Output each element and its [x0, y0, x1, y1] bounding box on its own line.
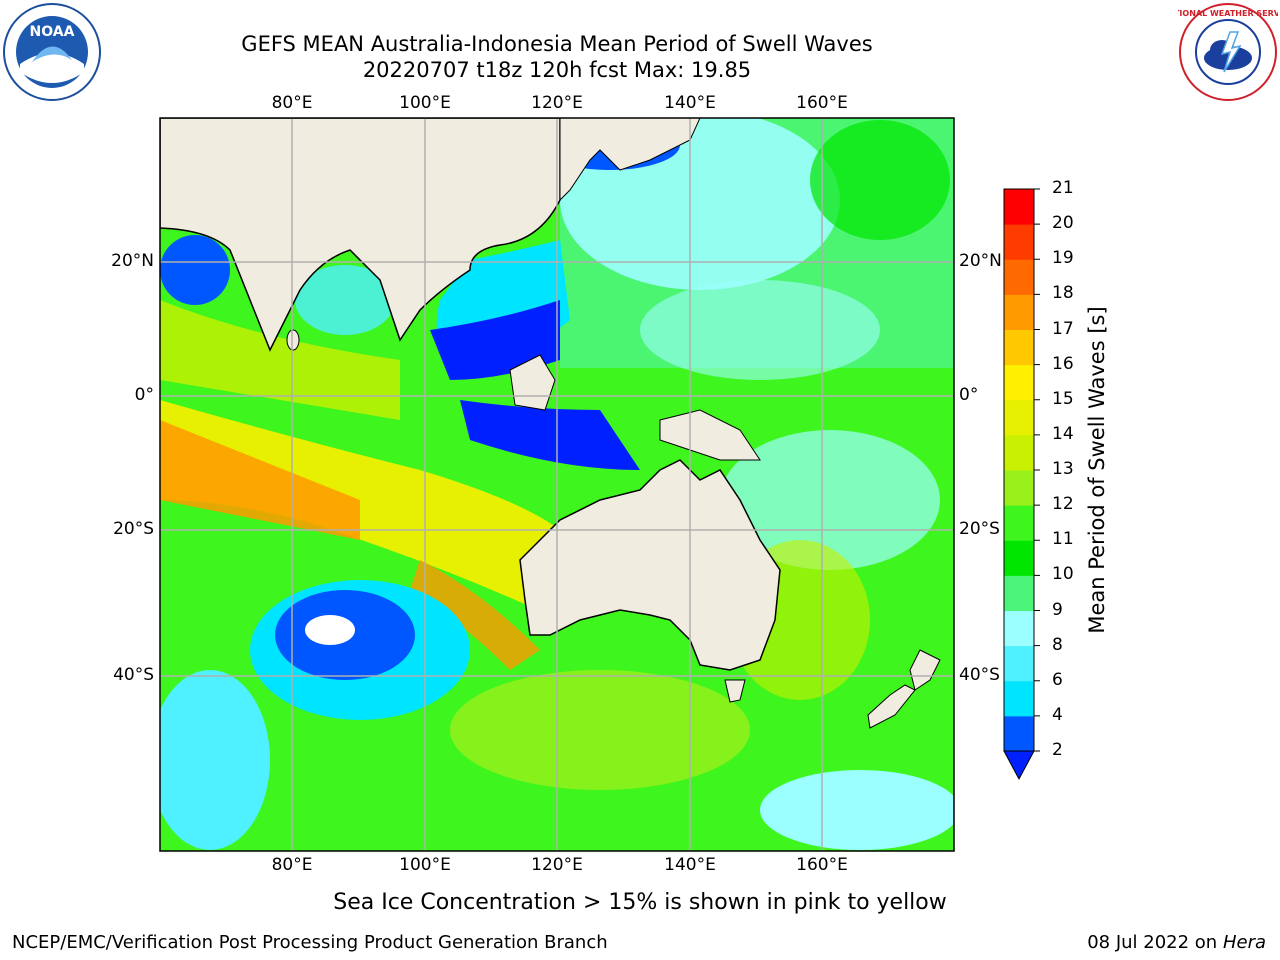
footer-date: 08 Jul 2022 on Hera [1087, 932, 1266, 953]
lat-tick-left-40s: 40°S [113, 665, 154, 685]
colorbar-swatch [1004, 540, 1034, 576]
colorbar-label: 11 [1052, 529, 1074, 550]
colorbar-swatch [1004, 329, 1034, 366]
colorbar [1003, 188, 1040, 781]
colorbar-label: 8 [1052, 634, 1063, 655]
lat-tick-right-20s: 20°S [959, 519, 1000, 539]
lon-tick-top-140e: 140°E [664, 93, 716, 113]
lon-tick-top-80e: 80°E [271, 93, 313, 113]
colorbar-label: 18 [1052, 283, 1074, 304]
noaa-logo: NOAA [3, 3, 101, 101]
footer-branch: NCEP/EMC/Verification Post Processing Pr… [12, 932, 608, 953]
colorbar-swatch [1004, 610, 1034, 647]
colorbar-swatch [1004, 294, 1034, 330]
lon-tick-top-100e: 100°E [399, 93, 451, 113]
colorbar-label: 12 [1052, 494, 1074, 515]
colorbar-swatch [1004, 680, 1034, 717]
colorbar-label: 17 [1052, 318, 1074, 339]
lon-tick-bottom-120e: 120°E [531, 855, 583, 875]
lon-tick-bottom-160e: 160°E [796, 855, 848, 875]
sea-ice-caption: Sea Ice Concentration > 15% is shown in … [333, 890, 947, 915]
colorbar-swatch [1004, 364, 1034, 401]
lat-tick-right-40s: 40°S [959, 665, 1000, 685]
nws-logo: NATIONAL WEATHER SERVICE [1178, 3, 1278, 101]
colorbar-title: Mean Period of Swell Waves [s] [1085, 306, 1109, 634]
colorbar-label: 13 [1052, 459, 1074, 479]
colorbar-swatch [1004, 470, 1034, 506]
colorbar-swatch [1004, 715, 1034, 752]
noaa-logo-text: NOAA [30, 24, 75, 40]
colorbar-label: 9 [1052, 599, 1063, 620]
lon-tick-bottom-140e: 140°E [664, 855, 716, 875]
lat-tick-right-20n: 20°N [959, 251, 1002, 271]
colorbar-swatch [1004, 189, 1034, 225]
colorbar-label: 10 [1052, 564, 1074, 585]
colorbar-label: 4 [1052, 704, 1063, 725]
colorbar-label: 15 [1052, 388, 1074, 409]
colorbar-swatch [1004, 505, 1034, 541]
colorbar-swatch [1004, 399, 1034, 436]
title-line-1: GEFS MEAN Australia-Indonesia Mean Perio… [241, 32, 873, 56]
colorbar-label: 16 [1052, 353, 1074, 374]
colorbar-extend-arrow [1003, 750, 1035, 781]
colorbar-label: 19 [1052, 248, 1074, 269]
colorbar-label: 21 [1052, 178, 1074, 198]
lon-tick-top-160e: 160°E [796, 93, 848, 113]
colorbar-swatch [1004, 575, 1034, 611]
colorbar-swatch [1004, 259, 1034, 295]
title-line-2: 20220707 t18z 120h fcst Max: 19.85 [362, 58, 752, 82]
lat-tick-right-0: 0° [959, 385, 979, 405]
colorbar-label: 20 [1052, 213, 1074, 234]
lon-tick-bottom-100e: 100°E [399, 855, 451, 875]
lat-tick-left-20s: 20°S [113, 519, 154, 539]
svg-text:NATIONAL WEATHER SERVICE: NATIONAL WEATHER SERVICE [1178, 9, 1278, 18]
lon-tick-bottom-80e: 80°E [271, 855, 313, 875]
colorbar-swatch [1004, 645, 1034, 682]
lat-tick-left-0: 0° [134, 385, 154, 405]
lon-tick-top-120e: 120°E [531, 93, 583, 113]
colorbar-label: 14 [1052, 423, 1074, 444]
footer-host: Hera [1222, 932, 1266, 953]
colorbar-swatch [1004, 224, 1034, 260]
colorbar-swatch [1004, 434, 1034, 471]
footer-date-text: 08 Jul 2022 on [1087, 932, 1223, 953]
colorbar-label: 6 [1052, 669, 1063, 690]
lat-tick-left-20n: 20°N [111, 251, 154, 271]
colorbar-label: 2 [1052, 740, 1063, 760]
